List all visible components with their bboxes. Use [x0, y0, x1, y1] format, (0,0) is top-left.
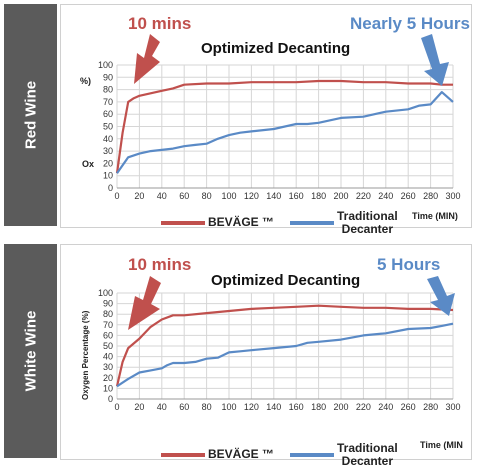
- x-tick-label: 120: [244, 402, 259, 412]
- x-tick-label: 0: [114, 402, 119, 412]
- legend-swatch-beviage: [161, 221, 205, 225]
- x-tick-label: 220: [356, 191, 371, 201]
- blue-arrow-icon: [427, 276, 455, 316]
- x-tick-label: 180: [311, 402, 326, 412]
- y-tick-label: 60: [103, 330, 113, 340]
- x-tick-label: 260: [401, 191, 416, 201]
- y-tick-label: 0: [108, 394, 113, 404]
- red-wine-panel: Red Wine 0 10 20 30 40 50 60 70 80 90 100 0 20 40 60 80…: [0, 4, 486, 236]
- y-tick-label: 50: [103, 341, 113, 351]
- white-wine-side-label: White Wine: [4, 244, 57, 458]
- x-tick-label: 80: [202, 191, 212, 201]
- y-axis-label: Oxygen Percentage (%): [81, 310, 90, 400]
- legend-line-1: Traditional: [337, 209, 398, 223]
- series-line-beviage: [115, 304, 454, 387]
- chart-title: Optimized Decanting: [201, 40, 351, 57]
- x-tick-label: 240: [378, 402, 393, 412]
- series-line-beviage: [115, 79, 453, 174]
- blue-arrow-icon: [421, 34, 449, 86]
- x-tick-label: 40: [157, 402, 167, 412]
- y-tick-label: 90: [103, 72, 113, 82]
- series-line-traditional: [116, 322, 454, 388]
- y-tick-label: 20: [103, 158, 113, 168]
- y-tick-label: 40: [103, 134, 113, 144]
- x-tick-label: 300: [445, 191, 460, 201]
- x-tick-label: 80: [202, 402, 212, 412]
- x-tick-label: 60: [179, 402, 189, 412]
- x-tick-label: 40: [157, 191, 167, 201]
- x-tick-label: 180: [311, 191, 326, 201]
- y-tick-label: 60: [103, 109, 113, 119]
- series-line-traditional: [116, 90, 454, 174]
- y-tick-label: 80: [103, 85, 113, 95]
- x-tick-label: 200: [333, 191, 348, 201]
- x-tick-label: 280: [423, 402, 438, 412]
- y-tick-label: 70: [103, 320, 113, 330]
- x-tick-label: 140: [266, 402, 281, 412]
- x-tick-label: 60: [179, 191, 189, 201]
- x-tick-label: 0: [114, 191, 119, 201]
- x-tick-label: 100: [221, 402, 236, 412]
- legend-line-2: Decanter: [341, 222, 394, 236]
- callout-left: 10 mins: [128, 14, 192, 33]
- red-arrow-icon: [128, 276, 161, 330]
- x-tick-label: 200: [333, 402, 348, 412]
- callout-right: Nearly 5 Hours: [350, 14, 470, 33]
- x-tick-label: 20: [134, 402, 144, 412]
- legend-label-beviage: BEVÄGE ™: [208, 215, 275, 229]
- x-tick-label: 140: [266, 191, 281, 201]
- legend-swatch-traditional: [290, 453, 334, 457]
- x-axis-label: Time (MIN: [420, 440, 463, 450]
- y-tick-label: 100: [98, 288, 113, 298]
- callout-left: 10 mins: [128, 255, 192, 274]
- chart-frame: [60, 4, 472, 228]
- x-tick-label: 280: [423, 191, 438, 201]
- y-tick-label: 10: [103, 383, 113, 393]
- x-tick-label: 160: [289, 191, 304, 201]
- white-wine-panel: White Wine 0 10 20 30 40 50 60 70 80 90 100 0 20 40 60…: [0, 244, 486, 476]
- legend-swatch-beviage: [161, 453, 205, 457]
- y-tick-label: 0: [108, 183, 113, 193]
- red-arrow-icon: [134, 34, 160, 84]
- x-tick-label: 160: [289, 402, 304, 412]
- x-tick-label: 260: [401, 402, 416, 412]
- y-tick-label: 90: [103, 299, 113, 309]
- x-tick-label: 220: [356, 402, 371, 412]
- y-tick-label: 10: [103, 171, 113, 181]
- x-tick-label: 240: [378, 191, 393, 201]
- legend-label-beviage: BEVÄGE ™: [208, 447, 275, 461]
- legend-label-traditional: Traditional Decanter: [337, 442, 398, 468]
- legend-line-1: Traditional: [337, 441, 398, 455]
- y-tick-label: 50: [103, 122, 113, 132]
- legend-swatch-traditional: [290, 221, 334, 225]
- y-tick-label: 40: [103, 352, 113, 362]
- chart-title: Optimized Decanting: [211, 272, 361, 289]
- y-tick-label: 20: [103, 373, 113, 383]
- x-tick-label: 100: [221, 191, 236, 201]
- legend-label-traditional: Traditional Decanter: [337, 210, 398, 236]
- chart-frame: [60, 244, 472, 460]
- y-tick-label: 30: [103, 146, 113, 156]
- y-tick-label: 30: [103, 362, 113, 372]
- ylabel-top: %): [80, 76, 91, 86]
- ylabel-bottom: Ox: [82, 159, 95, 169]
- red-wine-side-label: Red Wine: [4, 4, 57, 226]
- legend-line-2: Decanter: [341, 454, 394, 468]
- x-tick-label: 20: [134, 191, 144, 201]
- x-axis-label: Time (MIN): [412, 211, 458, 221]
- y-tick-label: 80: [103, 309, 113, 319]
- x-tick-label: 300: [445, 402, 460, 412]
- y-tick-label: 100: [98, 60, 113, 70]
- y-tick-label: 70: [103, 97, 113, 107]
- x-tick-label: 120: [244, 191, 259, 201]
- callout-right: 5 Hours: [377, 255, 441, 274]
